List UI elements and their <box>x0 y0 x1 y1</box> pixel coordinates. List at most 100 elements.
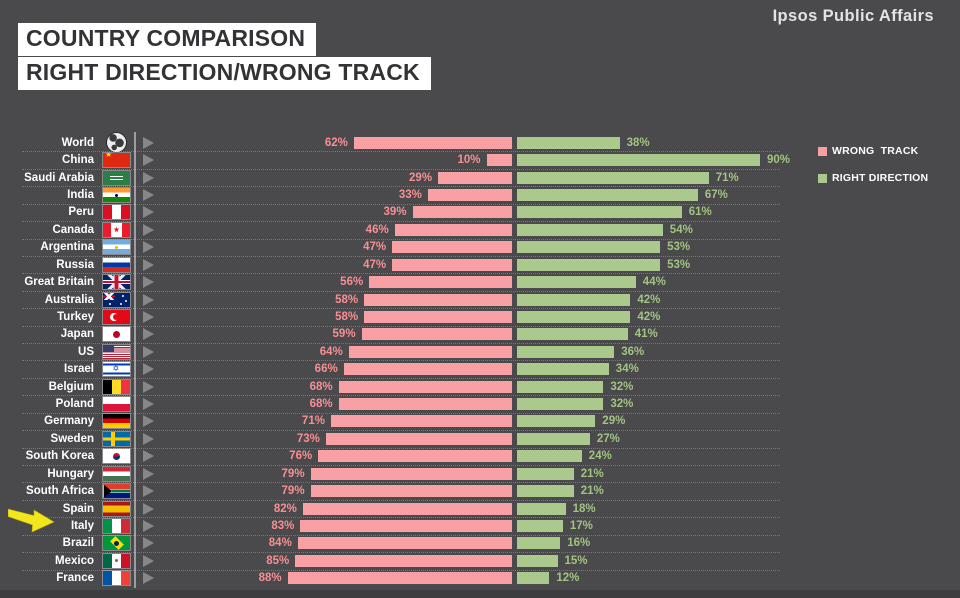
country-label: Canada <box>52 223 94 236</box>
right-direction-bar <box>517 293 631 306</box>
right-direction-value: 18% <box>572 502 596 515</box>
country-axis-line <box>134 132 136 588</box>
row-marker-triangle-icon <box>143 276 154 289</box>
flag-spain-icon <box>103 501 130 516</box>
right-direction-value: 67% <box>704 188 728 201</box>
flagbox <box>103 309 130 324</box>
wrong-track-zone: 58% <box>154 293 512 306</box>
country-label: Italy <box>70 519 94 532</box>
wrong-track-zone: 88% <box>154 572 512 585</box>
wrong-track-value: 47% <box>363 258 387 271</box>
wrong-track-zone: 85% <box>154 554 512 567</box>
row-marker-triangle-icon <box>143 415 154 428</box>
wrong-track-bar <box>338 398 512 411</box>
right-direction-zone: 67% <box>517 188 960 201</box>
row-marker-triangle-icon <box>143 293 154 306</box>
right-direction-zone: 29% <box>517 415 960 428</box>
right-direction-zone: 44% <box>517 276 960 289</box>
wrong-track-zone: 62% <box>154 136 512 149</box>
right-direction-value: 21% <box>580 485 604 498</box>
flag-india-icon <box>103 187 130 202</box>
flagbox <box>103 153 130 168</box>
bar-chart: World 62% 38% China 10% 90% Saudi Arabia 29% 71%… <box>0 132 960 587</box>
chart-row-turkey: Turkey 58% 42% <box>0 308 960 328</box>
flagbox <box>103 132 130 154</box>
chart-row-mexico: Mexico 85% 15% <box>0 552 960 572</box>
flagbox <box>103 257 130 272</box>
right-direction-bar <box>517 171 709 184</box>
right-direction-value: 34% <box>615 363 639 376</box>
flag-france-icon <box>103 571 130 586</box>
country-label: Great Britain <box>24 276 94 289</box>
wrong-track-zone: 66% <box>154 363 512 376</box>
chart-row-israel: Israel 66% 34% <box>0 360 960 380</box>
right-direction-bar <box>517 345 615 358</box>
chart-row-argentina: Argentina 47% 53% <box>0 239 960 258</box>
wrong-track-value: 71% <box>301 415 325 428</box>
right-direction-zone: 32% <box>517 380 960 393</box>
row-marker-triangle-icon <box>143 223 154 236</box>
wrong-track-swatch-icon <box>818 146 827 156</box>
wrong-track-value: 68% <box>309 380 333 393</box>
wrong-track-bar <box>412 206 512 219</box>
right-direction-zone: 71% <box>517 171 960 184</box>
flagbox <box>103 187 130 202</box>
flagbox <box>103 205 130 220</box>
wrong-track-zone: 82% <box>154 502 512 515</box>
chart-row-germany: Germany 71% 29% <box>0 413 960 432</box>
right-direction-zone: 54% <box>517 223 960 236</box>
row-marker-triangle-icon <box>143 432 154 445</box>
wrong-track-value: 85% <box>266 554 290 567</box>
legend-item-right-direction: RIGHT DIRECTION <box>818 172 928 184</box>
right-direction-bar <box>517 206 682 219</box>
globe-icon <box>106 132 127 154</box>
wrong-track-zone: 79% <box>154 467 512 480</box>
wrong-track-bar <box>361 328 512 341</box>
row-marker-triangle-icon <box>143 485 154 498</box>
right-direction-value: 21% <box>580 467 604 480</box>
flag-sweden-icon <box>103 431 130 446</box>
row-marker-triangle-icon <box>143 328 154 341</box>
wrong-track-value: 29% <box>409 171 433 184</box>
wrong-track-value: 39% <box>383 206 407 219</box>
flag-china-icon <box>103 153 130 168</box>
flag-hungary-icon <box>103 466 130 481</box>
right-direction-zone: 41% <box>517 328 960 341</box>
wrong-track-bar <box>392 241 512 254</box>
right-direction-zone: 90% <box>517 154 960 167</box>
flagbox <box>103 222 130 237</box>
flag-great-britain-icon <box>103 275 130 290</box>
wrong-track-bar <box>438 171 512 184</box>
yellow-arrow-icon <box>8 508 55 533</box>
right-direction-bar <box>517 276 636 289</box>
wrong-track-bar <box>302 502 512 515</box>
wrong-track-value: 58% <box>335 310 359 323</box>
row-marker-triangle-icon <box>143 241 154 254</box>
wrong-track-zone: 79% <box>154 485 512 498</box>
legend: WRONG TRACK RIGHT DIRECTION <box>818 145 928 199</box>
right-direction-zone: 42% <box>517 293 960 306</box>
row-marker-triangle-icon <box>143 258 154 271</box>
flagbox <box>103 553 130 568</box>
flagbox <box>103 344 130 359</box>
chart-row-japan: Japan 59% 41% <box>0 326 960 345</box>
chart-row-france: France 88% 12% <box>0 570 960 587</box>
wrong-track-value: 64% <box>319 345 343 358</box>
wrong-track-bar <box>310 485 512 498</box>
page-subtitle: RIGHT DIRECTION/WRONG TRACK <box>18 57 431 90</box>
right-direction-zone: 17% <box>517 519 960 532</box>
flag-australia-icon <box>103 292 130 307</box>
right-direction-bar <box>517 519 563 532</box>
flag-argentina-icon <box>103 240 130 255</box>
flagbox <box>103 275 130 290</box>
right-direction-value: 24% <box>588 450 612 463</box>
right-direction-bar <box>517 310 631 323</box>
row-marker-triangle-icon <box>143 136 154 149</box>
legend-label-right-direction: RIGHT DIRECTION <box>832 172 929 184</box>
wrong-track-value: 33% <box>398 188 422 201</box>
right-direction-zone: 53% <box>517 241 960 254</box>
flagbox <box>103 501 130 516</box>
right-direction-zone: 36% <box>517 345 960 358</box>
flag-us-icon <box>103 344 130 359</box>
